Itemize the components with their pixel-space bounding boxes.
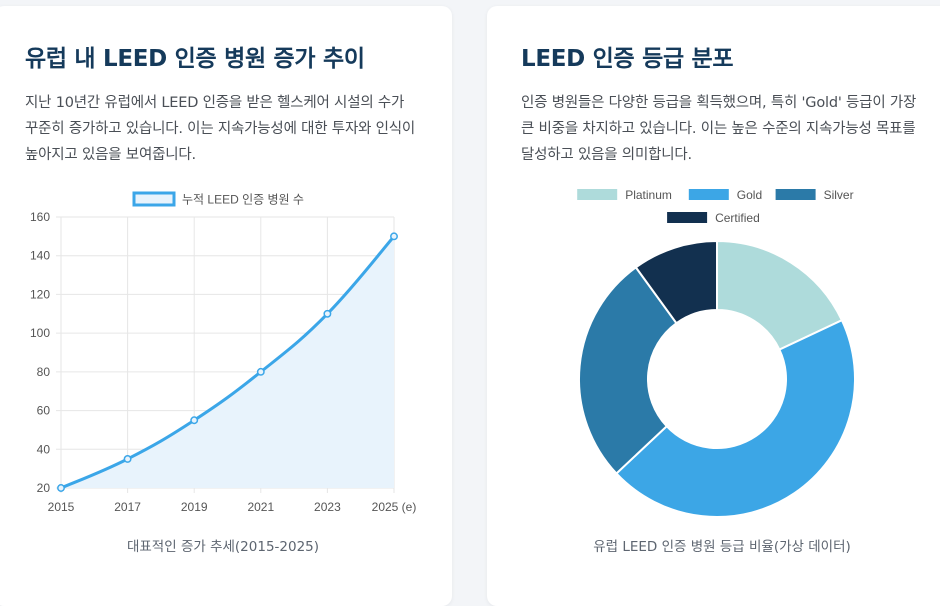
- legend-label: Platinum: [625, 188, 672, 202]
- donut-slice-silver: [578, 265, 678, 475]
- legend-swatch: [775, 189, 816, 200]
- legend-swatch: [667, 212, 708, 223]
- growth-caption: 대표적인 증가 추세(2015-2025): [126, 539, 320, 555]
- data-point: [190, 416, 199, 425]
- x-tick-label: 2015: [48, 500, 75, 514]
- legend-swatch: [577, 189, 618, 200]
- series-area: [61, 236, 394, 488]
- data-point: [123, 455, 132, 463]
- donut-slice-certified: [634, 239, 718, 325]
- legend-label: Silver: [824, 188, 854, 202]
- growth-line-chart: 20 40 60 80 100 120 140 160 2015 2017 2019 2021 2023…: [30, 191, 417, 514]
- y-tick-label: 40: [37, 442, 51, 456]
- donut-slice-gold: [614, 318, 856, 518]
- growth-card: 유럽 내 LEED 인증 병원 증가 추이 지난 10년간 유럽에서 LEED …: [0, 6, 452, 606]
- y-tick-label: 120: [30, 287, 50, 301]
- y-tick-label: 160: [30, 210, 50, 224]
- legend-label: Gold: [737, 188, 762, 202]
- growth-title: 유럽 내 LEED 인증 병원 증가 추이: [25, 46, 365, 72]
- grade-card: LEED 인증 등급 분포 인증 병원들은 다양한 등급을 획득했으며, 특히 …: [487, 6, 940, 606]
- y-tick-label: 140: [30, 249, 50, 263]
- y-tick-label: 80: [37, 365, 51, 379]
- data-point: [390, 232, 398, 241]
- x-tick-label: 2017: [114, 500, 141, 514]
- y-tick-label: 60: [37, 404, 51, 418]
- legend-swatch: [132, 191, 176, 207]
- grade-description: 인증 병원들은 다양한 등급을 획득했으며, 특히 'Gold' 등급이 가장 …: [521, 95, 917, 163]
- growth-description: 지난 10년간 유럽에서 LEED 인증을 받은 헬스케어 시설의 수가 꾸준히…: [25, 95, 416, 163]
- grade-donut-chart: Platinum Gold Silver Certified: [577, 188, 856, 518]
- data-point: [256, 367, 265, 376]
- legend-label: 누적 LEED 인증 병원 수: [182, 193, 304, 207]
- data-point: [323, 309, 332, 318]
- grade-title: LEED 인증 등급 분포: [521, 46, 734, 72]
- x-tick-label: 2025 (e): [372, 500, 417, 514]
- data-point: [57, 484, 65, 492]
- legend-label: Certified: [715, 211, 760, 225]
- legend-swatch: [688, 189, 729, 200]
- x-tick-label: 2019: [181, 500, 208, 514]
- y-tick-label: 20: [37, 481, 51, 495]
- y-tick-label: 100: [30, 326, 50, 340]
- grade-caption: 유럽 LEED 인증 병원 등급 비율(가상 데이터): [593, 539, 851, 555]
- x-tick-label: 2021: [247, 500, 274, 514]
- x-tick-label: 2023: [314, 500, 341, 514]
